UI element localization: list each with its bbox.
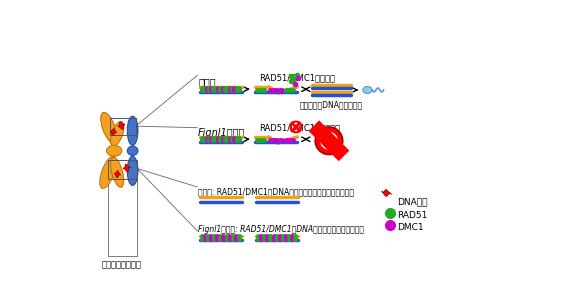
Text: 野生型: RAD51/DMC1はDNA組換え部位以外には結合しない: 野生型: RAD51/DMC1はDNA組換え部位以外には結合しない <box>198 187 354 196</box>
Polygon shape <box>382 189 391 196</box>
Polygon shape <box>111 128 117 135</box>
Polygon shape <box>114 170 121 178</box>
Ellipse shape <box>110 157 124 187</box>
Text: RAD51: RAD51 <box>397 211 427 220</box>
Ellipse shape <box>363 87 372 93</box>
Text: Fignl1変異体: Fignl1変異体 <box>198 128 245 138</box>
Text: 両親由来の染色体: 両親由来の染色体 <box>102 260 142 269</box>
Text: DNA切断: DNA切断 <box>397 198 427 207</box>
Text: Fignl1変異体: RAD51/DMC1がDNA組換え部位以外にも結合: Fignl1変異体: RAD51/DMC1がDNA組換え部位以外にも結合 <box>198 225 364 235</box>
Circle shape <box>320 132 338 150</box>
Bar <box>109 118 135 135</box>
Ellipse shape <box>127 156 138 185</box>
Ellipse shape <box>110 122 124 146</box>
Circle shape <box>315 127 343 155</box>
Ellipse shape <box>106 146 122 156</box>
Ellipse shape <box>101 112 117 143</box>
Text: 野生型: 野生型 <box>198 78 216 88</box>
Text: 両親由来のDNAが組換わる: 両親由来のDNAが組換わる <box>300 101 363 110</box>
Polygon shape <box>118 122 125 130</box>
Text: DMC1: DMC1 <box>397 223 423 232</box>
Bar <box>108 160 137 178</box>
Polygon shape <box>123 164 130 172</box>
Text: RAD51/DMC1が外れない: RAD51/DMC1が外れない <box>259 123 340 132</box>
Ellipse shape <box>127 146 138 155</box>
Ellipse shape <box>127 116 138 146</box>
Ellipse shape <box>100 156 116 188</box>
Text: RAD51/DMC1が外れる: RAD51/DMC1が外れる <box>259 73 335 82</box>
